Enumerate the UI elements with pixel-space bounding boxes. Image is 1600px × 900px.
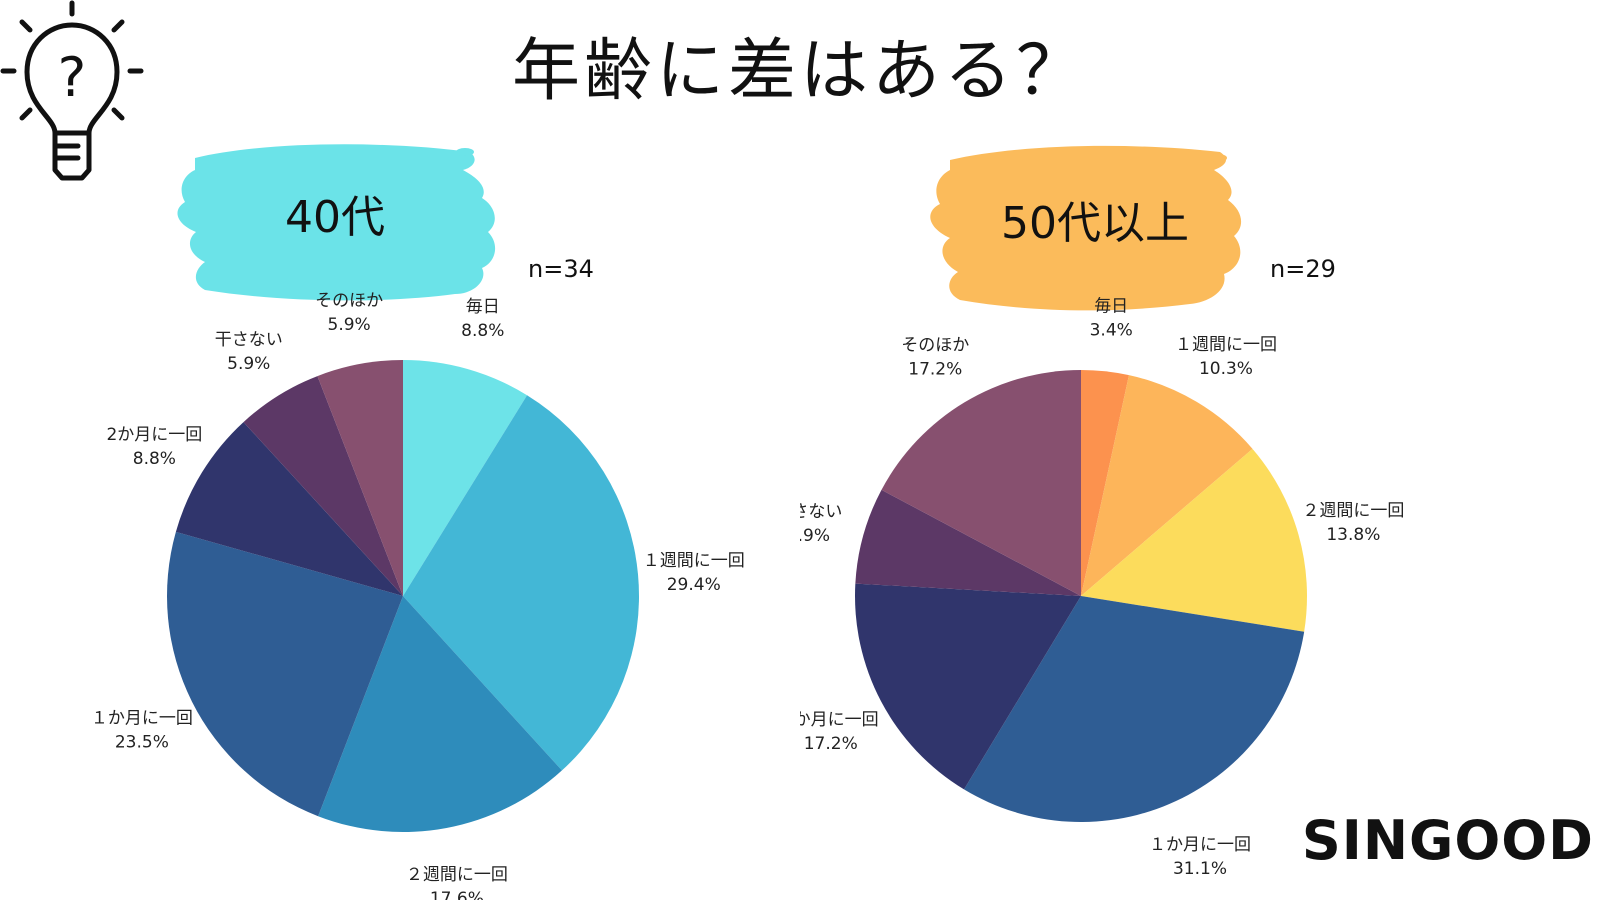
pie-slice [855,489,1081,596]
brush-badge [930,145,1242,311]
slice-category-label: ２週間に一回 [1302,501,1404,521]
badge-50s [930,145,1242,311]
pie-slice [1081,375,1253,596]
svg-text:?: ? [58,46,87,109]
chart-panel-50s: 毎日 3.4% １週間に一回 10.3% ２週間に一回 13.8% １か月に一回 31.1% 2… [800,0,1600,900]
pie-slice [1081,448,1307,632]
lightbulb-question-icon: ? [0,0,144,181]
slice-category-label: １週間に一回 [1175,335,1277,355]
slice-category-label: 干さない [215,330,283,350]
page-title: 年齢に差はある？ [511,32,1088,111]
pie-slice [403,395,639,771]
pie-slice [243,376,403,596]
brush-badge [177,144,496,301]
brand-logo: SINGOOD [1301,809,1594,872]
pie-slice [855,583,1081,790]
slice-value-label: 17.6% [430,889,484,900]
slice-value-label: 13.8% [1326,525,1380,545]
slice-category-label: 2か月に一回 [106,425,202,445]
slice-category-label: １週間に一回 [643,551,745,571]
slice-category-label: 干さない [800,502,842,522]
slice-value-label: 29.4% [667,575,721,595]
sample-size-40s: n=34 [528,255,594,283]
slice-category-label: 毎日 [466,297,500,317]
pie-slice [964,596,1305,822]
slice-category-label: ２週間に一回 [406,865,508,885]
pie-slice [175,422,403,596]
pie-slice [881,370,1081,596]
chart-panel-40s: 毎日 8.8% １週間に一回 29.4% ２週間に一回 17.6% １か月に一回 23.5% 2… [91,144,745,900]
badge-title-50s: 50代以上 [1001,198,1189,249]
pie-chart-50s: 毎日 3.4% １週間に一回 10.3% ２週間に一回 13.8% １か月に一回 31.1% 2… [800,145,1404,879]
slice-value-label: 5.9% [227,354,270,374]
badge-40s [177,144,496,301]
slice-category-label: そのほか [901,335,969,355]
slice-value-label: 8.8% [133,449,176,469]
slice-value-label: 5.9% [328,315,371,335]
pie-slice [318,596,562,832]
pie-chart-40s: 毎日 8.8% １週間に一回 29.4% ２週間に一回 17.6% １か月に一回 23.5% 2… [91,144,745,900]
slice-value-label: 17.2% [908,359,962,379]
slice-value-label: 17.2% [804,734,858,754]
slice-value-label: 8.8% [461,321,504,341]
slice-category-label: 2か月に一回 [800,710,879,730]
slice-category-label: １か月に一回 [1149,835,1251,855]
slice-value-label: 23.5% [115,733,169,753]
badge-title-40s: 40代 [285,192,385,243]
slice-value-label: 31.1% [1173,859,1227,879]
slice-category-label: １か月に一回 [91,709,193,729]
sample-size-50s: n=29 [1270,255,1336,283]
pie-slice [317,360,403,596]
slice-value-label: 10.3% [1199,359,1253,379]
pie-slice [166,531,403,817]
slice-category-label: そのほか [315,291,383,311]
pie-slice [403,360,528,596]
slice-value-label: 6.9% [800,526,830,546]
pie-slice [1081,369,1129,596]
slice-value-label: 3.4% [1090,321,1133,341]
slice-category-label: 毎日 [1094,297,1128,317]
